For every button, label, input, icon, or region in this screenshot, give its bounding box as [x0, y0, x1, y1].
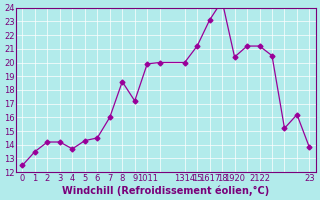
X-axis label: Windchill (Refroidissement éolien,°C): Windchill (Refroidissement éolien,°C)	[62, 185, 269, 196]
